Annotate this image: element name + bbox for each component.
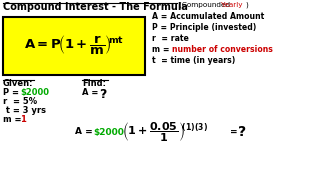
Text: $\mathbf{\left(1 + \dfrac{0.05}{1}\right)^{\!\!(1)(3)}}$: $\mathbf{\left(1 + \dfrac{0.05}{1}\right… [122, 120, 208, 144]
Text: 1: 1 [20, 115, 26, 124]
Text: Compound Interest - The Formula: Compound Interest - The Formula [3, 2, 188, 12]
Text: r  = rate: r = rate [152, 34, 189, 43]
Text: $2000: $2000 [93, 127, 124, 136]
Text: ): ) [245, 2, 248, 8]
Text: number of conversions: number of conversions [172, 45, 273, 54]
Text: $\mathbf{A = P\!\left(1 + \dfrac{r}{m}\right)^{\!\!mt}}$: $\mathbf{A = P\!\left(1 + \dfrac{r}{m}\r… [24, 33, 124, 57]
Text: r  = 5%: r = 5% [3, 97, 37, 106]
Text: $2000: $2000 [20, 88, 49, 97]
Text: (Compounded: (Compounded [179, 2, 232, 8]
Text: A = Accumulated Amount: A = Accumulated Amount [152, 12, 264, 21]
Text: P = Principle (invested): P = Principle (invested) [152, 23, 256, 32]
Text: =: = [230, 127, 241, 136]
Text: Yearly: Yearly [221, 2, 243, 8]
Text: Given:: Given: [3, 79, 34, 88]
Text: Find:: Find: [82, 79, 106, 88]
Text: t  = time (in years): t = time (in years) [152, 56, 235, 65]
Text: ?: ? [99, 88, 106, 101]
Text: A =: A = [75, 127, 96, 136]
Text: m =: m = [152, 45, 172, 54]
Text: t = 3 yrs: t = 3 yrs [3, 106, 46, 115]
FancyBboxPatch shape [3, 17, 145, 75]
Text: P =: P = [3, 88, 22, 97]
Text: A =: A = [82, 88, 101, 97]
Text: ?: ? [238, 125, 246, 139]
Text: m =: m = [3, 115, 24, 124]
